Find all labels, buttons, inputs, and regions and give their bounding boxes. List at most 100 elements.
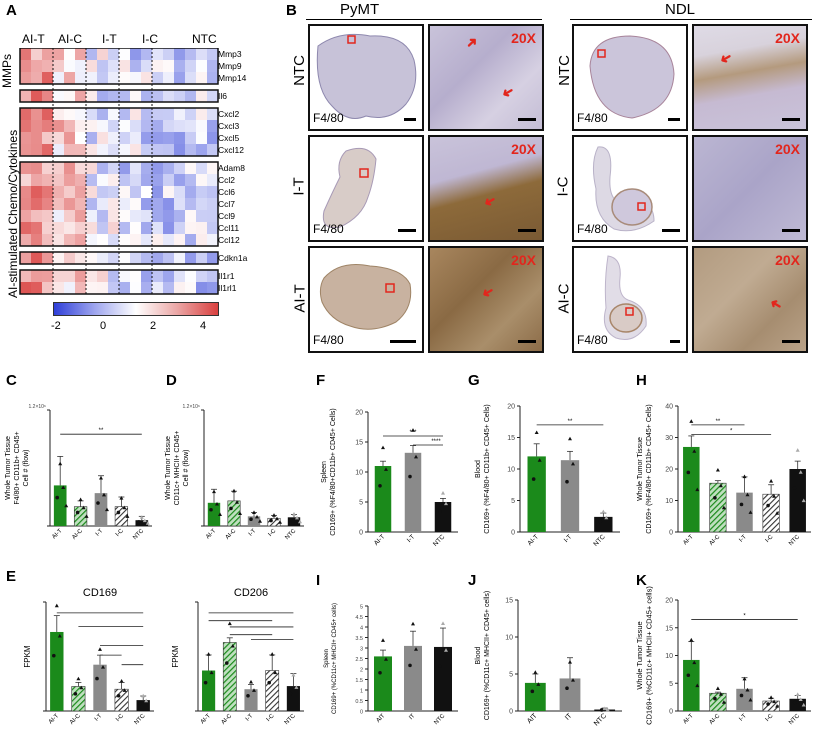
stain-label: F4/80 xyxy=(577,222,608,236)
heatmap-col-label: I-T xyxy=(102,32,117,46)
heatmap-cell xyxy=(42,252,53,264)
heatmap-col-label: I-C xyxy=(142,32,158,46)
data-point xyxy=(116,510,121,515)
data-point xyxy=(252,688,256,692)
heatmap-col-label: AI-T xyxy=(22,32,45,46)
heatmap-cell xyxy=(207,132,218,144)
heatmap-cell xyxy=(196,144,207,156)
data-point xyxy=(801,702,806,707)
gene-label: Adam8 xyxy=(218,163,245,173)
data-point xyxy=(235,500,239,504)
heatmap-cell xyxy=(97,132,108,144)
significance-label: ** xyxy=(99,428,104,434)
histology-ndl-ic-zoom[interactable]: 20X xyxy=(692,135,808,242)
heatmap-cell xyxy=(207,270,218,282)
heatmap-cell xyxy=(130,222,141,234)
heatmap-cell xyxy=(31,174,42,186)
row-label-ndl-ic: I-C xyxy=(554,176,572,197)
heatmap-cell xyxy=(108,120,119,132)
heatmap-cell xyxy=(141,108,152,120)
y-tick-label: 2.5 xyxy=(355,657,363,663)
heatmap-block-border xyxy=(19,161,219,247)
heatmap-cell xyxy=(20,90,31,102)
y-tick-label: 20 xyxy=(665,467,673,474)
data-point xyxy=(227,621,232,626)
data-point xyxy=(568,660,572,664)
data-point xyxy=(238,511,242,516)
chart-title: CD206 xyxy=(234,587,268,599)
data-point xyxy=(95,676,99,681)
data-point xyxy=(772,494,777,498)
heatmap-cell xyxy=(152,90,163,102)
panel-letter-c: C xyxy=(6,372,17,389)
histology-ndl-ntc-whole[interactable]: F4/80 xyxy=(572,24,688,131)
data-point xyxy=(686,673,691,678)
heatmap-cell xyxy=(196,186,207,198)
y-axis-label: Spleen xyxy=(321,461,328,483)
heatmap-cell xyxy=(108,282,119,294)
data-point xyxy=(105,507,109,512)
histology-pymt-it-zoom[interactable]: 20X ➜ xyxy=(428,135,544,242)
stain-label: F4/80 xyxy=(577,333,608,347)
chart-c: 1.2×10⁶ Whole Tumor Tissue F4/80+ CD11b+ C… xyxy=(5,404,152,541)
heatmap-cell xyxy=(185,186,196,198)
data-point xyxy=(249,679,253,684)
data-point xyxy=(378,670,382,675)
heatmap-cell xyxy=(97,72,108,84)
histology-pymt-ait-zoom[interactable]: 20X ➜ xyxy=(428,246,544,353)
heatmap-cell xyxy=(141,198,152,210)
x-tick-label: NTC xyxy=(592,533,607,548)
y-tick-label: 20 xyxy=(665,598,673,605)
heatmap-cell xyxy=(97,108,108,120)
heatmap-cell xyxy=(53,198,64,210)
heatmap-cell xyxy=(152,222,163,234)
heatmap-cell xyxy=(163,234,174,246)
x-tick-label: I-T xyxy=(245,713,255,723)
data-point xyxy=(267,680,271,685)
histology-ndl-aic-zoom[interactable]: 20X ➜ xyxy=(692,246,808,353)
histology-pymt-it-whole[interactable]: F4/80 xyxy=(308,135,424,242)
histology-ndl-ntc-zoom[interactable]: 20X ➜ xyxy=(692,24,808,131)
heatmap-cell xyxy=(31,252,42,264)
heatmap-cell xyxy=(185,144,196,156)
gene-label: Ccl6 xyxy=(218,187,236,197)
histology-ndl-ic-whole[interactable]: F4/80 xyxy=(572,135,688,242)
heatmap-cell xyxy=(97,120,108,132)
heatmap-cell xyxy=(75,90,86,102)
heatmap-cell xyxy=(130,282,141,294)
heatmap-cell xyxy=(53,210,64,222)
data-point xyxy=(122,505,127,510)
heatmap-cell xyxy=(130,144,141,156)
data-point xyxy=(381,445,385,450)
heatmap-cell xyxy=(185,72,196,84)
bar xyxy=(247,516,261,526)
histology-pymt-ait-whole[interactable]: F4/80 xyxy=(308,246,424,353)
heatmap-cell xyxy=(174,252,185,264)
gene-label: Mmp14 xyxy=(218,73,247,83)
bar xyxy=(594,709,616,711)
heatmap-cell xyxy=(86,108,97,120)
row-label-pymt-ntc: NTC xyxy=(290,55,308,86)
histology-pymt-ntc-whole[interactable]: F4/80 xyxy=(308,24,424,131)
x-tick-label: I-T xyxy=(738,534,748,544)
panel-letter-h: H xyxy=(636,372,647,389)
chart-d: 1.2×10⁶ Whole Tumor Tissue CD11c+ MHCII+ C… xyxy=(165,404,304,541)
y-tick-label: 5 xyxy=(511,498,515,505)
histology-ndl-aic-whole[interactable]: F4/80 xyxy=(572,246,688,353)
data-point xyxy=(137,520,141,524)
heatmap-cell xyxy=(196,72,207,84)
x-tick-label: AI-T xyxy=(51,528,63,540)
heatmap-cell xyxy=(64,120,75,132)
chart-f: 0 5 10 15 20 Spleen CD169+ (%F4/80+CD11b+ CD45… xyxy=(321,408,458,548)
data-point xyxy=(748,510,753,514)
x-tick-label: AI-C xyxy=(709,713,722,726)
mmps-side-label: MMPs xyxy=(0,54,14,88)
heatmap-cell xyxy=(42,282,53,294)
y-tick-label: 0 xyxy=(511,530,515,537)
histology-pymt-ntc-zoom[interactable]: 20X ➜ ➜ xyxy=(428,24,544,131)
gene-label: Ccl2 xyxy=(218,175,236,185)
heatmap-cell xyxy=(130,120,141,132)
heatmap-cell xyxy=(163,252,174,264)
heatmap-cell xyxy=(64,186,75,198)
y-axis-label: CD169+ (%CD11c+ MHCII+ CD45+ cells) xyxy=(484,591,491,720)
